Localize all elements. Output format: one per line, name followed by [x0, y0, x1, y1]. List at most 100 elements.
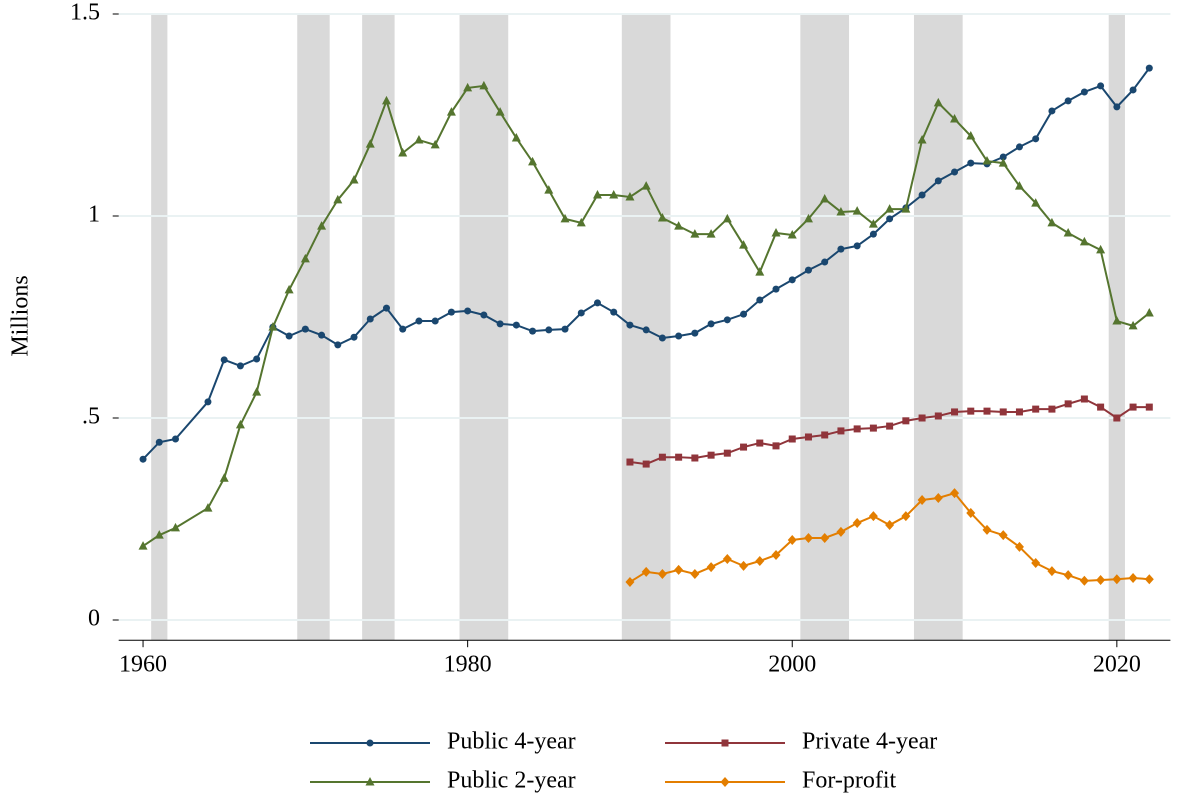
marker: [235, 419, 245, 429]
marker: [219, 473, 229, 482]
marker: [853, 425, 861, 433]
x-tick-label: 1960: [119, 652, 167, 678]
marker: [934, 177, 942, 185]
y-tick-label: .5: [82, 404, 100, 430]
y-tick-label: 1: [88, 202, 100, 228]
marker: [868, 511, 878, 522]
marker: [1112, 316, 1122, 325]
marker: [820, 194, 830, 203]
marker: [983, 407, 991, 415]
marker: [447, 308, 455, 316]
marker: [642, 326, 650, 334]
legend-label: Private 4-year: [802, 729, 937, 755]
marker: [626, 321, 634, 329]
marker: [593, 299, 601, 307]
marker: [853, 242, 861, 250]
marker: [609, 189, 619, 199]
marker: [804, 433, 812, 441]
marker: [852, 206, 862, 215]
marker: [415, 317, 423, 325]
marker: [951, 408, 959, 416]
marker: [430, 139, 440, 149]
marker: [610, 308, 618, 316]
marker: [592, 189, 602, 199]
marker: [1079, 575, 1089, 586]
y-tick-label: 0: [88, 606, 100, 632]
marker: [464, 307, 472, 315]
marker: [657, 568, 667, 579]
marker: [350, 333, 358, 341]
marker: [722, 213, 732, 223]
marker: [154, 530, 164, 539]
marker: [398, 147, 408, 157]
marker: [576, 217, 586, 227]
marker: [349, 175, 359, 184]
marker: [318, 331, 326, 339]
marker: [463, 82, 473, 92]
marker: [626, 458, 634, 466]
marker: [1032, 405, 1040, 413]
legend-label: Public 2-year: [447, 768, 576, 794]
marker: [837, 245, 845, 253]
marker: [885, 520, 895, 531]
x-tick-label: 2000: [768, 652, 816, 678]
marker: [317, 221, 327, 230]
marker: [545, 326, 553, 334]
marker: [885, 204, 895, 213]
marker: [334, 341, 342, 349]
marker: [821, 258, 829, 266]
marker: [1129, 403, 1137, 411]
marker: [982, 524, 992, 535]
marker: [658, 334, 666, 342]
marker: [365, 777, 375, 786]
marker: [691, 454, 699, 462]
marker: [155, 438, 163, 446]
marker: [675, 453, 683, 461]
marker: [966, 507, 976, 518]
marker: [414, 135, 424, 144]
marker: [1079, 236, 1089, 246]
marker: [1032, 135, 1040, 143]
marker: [787, 535, 797, 546]
marker: [1063, 570, 1073, 581]
marker: [479, 80, 489, 90]
y-axis-label: Millions: [8, 275, 34, 356]
marker: [852, 518, 862, 529]
marker: [204, 398, 212, 406]
marker: [901, 511, 911, 522]
marker: [723, 449, 731, 457]
marker: [772, 442, 780, 450]
marker: [1097, 403, 1105, 411]
marker: [707, 451, 715, 459]
marker: [803, 532, 813, 543]
marker: [674, 564, 684, 575]
marker: [674, 221, 684, 230]
marker: [641, 566, 651, 577]
marker: [967, 407, 975, 415]
marker: [740, 310, 748, 318]
marker: [236, 362, 244, 370]
shaded-period: [297, 14, 330, 641]
marker: [722, 553, 732, 564]
marker: [868, 219, 878, 228]
marker: [821, 431, 829, 439]
marker: [967, 159, 975, 167]
marker: [771, 227, 781, 237]
marker: [203, 503, 213, 512]
marker: [787, 229, 797, 239]
marker: [641, 181, 651, 190]
marker: [1112, 574, 1122, 585]
marker: [933, 97, 943, 107]
marker: [1145, 64, 1153, 72]
marker: [836, 206, 846, 216]
marker: [1031, 198, 1041, 207]
marker: [1063, 227, 1073, 237]
marker: [495, 107, 505, 116]
marker: [902, 417, 910, 425]
marker: [1064, 97, 1072, 105]
marker: [933, 492, 943, 503]
marker: [285, 332, 293, 340]
marker: [625, 192, 635, 201]
marker: [577, 309, 585, 317]
marker: [739, 560, 749, 571]
